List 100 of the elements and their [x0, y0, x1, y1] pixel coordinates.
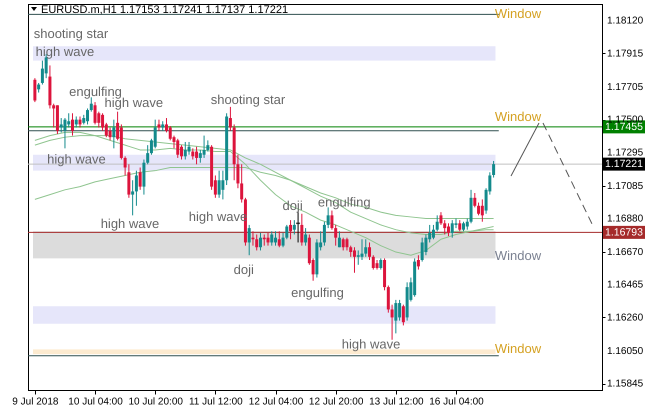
candlestick: [184, 141, 187, 160]
candlestick: [282, 232, 285, 248]
y-tick-label: 1.17915: [607, 48, 644, 60]
x-tick-label: 9 Jul 2018: [12, 396, 59, 407]
candlestick: [285, 224, 288, 240]
candlestick: [131, 180, 134, 216]
y-tick-label: 1.16880: [607, 214, 644, 225]
candlestick: [289, 220, 292, 240]
x-tick-label: 16 Jul 04:00: [429, 396, 484, 407]
candlestick: [420, 237, 424, 262]
candlestick: [188, 141, 191, 156]
x-tick-label: 12 Jul 20:00: [308, 396, 364, 407]
annotation: Window: [494, 341, 542, 356]
annotation: engulfing: [291, 285, 344, 300]
candlestick: [176, 138, 180, 158]
candlestick: [258, 232, 262, 251]
candlestick: [402, 304, 405, 326]
candlestick: [376, 260, 379, 270]
candlestick: [74, 116, 78, 128]
annotation: engulfing: [69, 84, 122, 99]
annotation: high wave: [342, 336, 400, 352]
candlestick: [270, 230, 274, 246]
candlestick: [356, 250, 360, 266]
annotation: Window: [494, 248, 542, 263]
y-tick-label: 1.16465: [607, 280, 644, 291]
candlestick: [292, 220, 296, 235]
candlestick: [134, 170, 138, 206]
candlestick: [67, 112, 70, 128]
candlestick: [394, 299, 398, 334]
candlestick: [480, 198, 484, 222]
candlestick: [94, 102, 97, 125]
candlestick: [274, 230, 278, 246]
candlestick: [379, 258, 382, 270]
y-tick-label: 1.16670: [607, 247, 644, 258]
candlestick: [266, 232, 270, 246]
y-tick-label: 1.17295: [607, 147, 644, 158]
candlestick: [454, 218, 458, 229]
candlestick: [248, 224, 251, 256]
candlestick: [462, 221, 466, 232]
candlestick: [398, 299, 402, 322]
candlestick: [416, 254, 420, 270]
candlestick: [255, 234, 258, 251]
candlestick: [127, 164, 130, 198]
candlestick: [218, 170, 221, 198]
candlestick: [161, 120, 164, 132]
candlestick: [37, 82, 40, 94]
candlestick: [138, 166, 142, 190]
x-tick-label: 12 Jul 04:00: [248, 396, 304, 407]
y-tick-label: 1.18120: [607, 16, 644, 27]
candlestick: [364, 238, 368, 258]
x-tick-label: 13 Jul 12:00: [369, 396, 424, 407]
candlestick: [112, 119, 116, 149]
annotation: shooting star: [34, 26, 109, 41]
y-tick-label: 1.15845: [607, 378, 644, 390]
candlestick: [360, 238, 364, 261]
candlestick: [450, 220, 454, 238]
line-series: [34, 132, 494, 256]
ref-line-label: 1.17221: [605, 158, 644, 170]
candlestick: [60, 118, 63, 133]
candlestick: [458, 220, 462, 232]
candlestick: [338, 230, 341, 248]
annotation: high wave: [100, 216, 160, 231]
annotation: high wave: [47, 152, 106, 167]
candlestick: [304, 228, 308, 246]
candlestick: [78, 116, 82, 128]
candlestick: [368, 242, 372, 261]
candlestick: [352, 246, 356, 274]
candlestick: [63, 118, 66, 149]
candlestick: [206, 140, 210, 152]
candlestick: [70, 112, 74, 136]
chart-title: EURUSD.m,H1 1.17153 1.17241 1.17137 1.17221: [41, 4, 288, 16]
ref-line-label: 1.16793: [605, 226, 644, 238]
candlestick: [195, 146, 198, 165]
candlestick: [262, 234, 266, 246]
y-tick-label: 1.17705: [607, 82, 644, 93]
annotation: doji: [234, 262, 254, 277]
candlestick: [342, 237, 345, 251]
y-tick-label: 1.17085: [607, 180, 644, 192]
candlestick: [191, 148, 194, 160]
candlestick: [157, 119, 160, 132]
candlestick: [101, 112, 104, 132]
annotation: Window: [494, 109, 542, 124]
x-tick-label: 10 Jul 04:00: [68, 396, 124, 407]
candlestick: [296, 212, 300, 243]
candlestick: [300, 213, 304, 246]
y-tick-label: 1.16050: [607, 346, 644, 357]
x-tick-label: 10 Jul 20:00: [128, 396, 184, 407]
candlestick: [33, 78, 36, 103]
candlestick: [372, 254, 375, 270]
candlestick: [108, 127, 112, 141]
candlestick: [86, 108, 90, 125]
candlestick: [446, 222, 450, 237]
annotation: shooting star: [210, 92, 286, 107]
candlestick: [278, 230, 281, 248]
annotation: Window: [494, 6, 542, 21]
y-tick-label: 1.16260: [607, 312, 644, 324]
candlestick: [251, 230, 254, 246]
candlestick: [202, 135, 206, 158]
x-tick-label: 11 Jul 12:00: [188, 396, 244, 407]
annotation: high wave: [36, 44, 94, 59]
